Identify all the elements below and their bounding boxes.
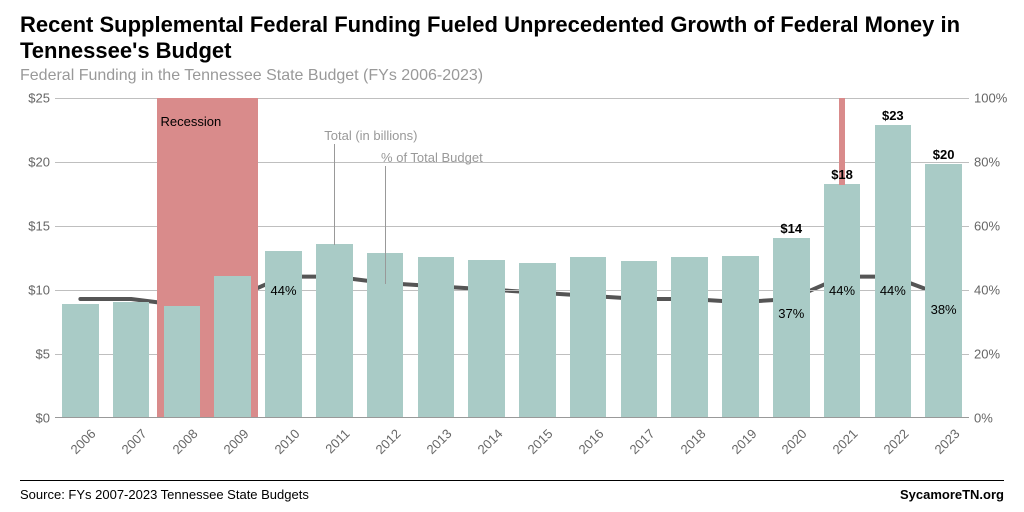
x-label: 2014 xyxy=(469,426,505,462)
y-right-label: 20% xyxy=(974,347,1019,362)
recession-label: Recession xyxy=(161,114,222,129)
bar xyxy=(722,256,759,417)
brand-text: SycamoreTN.org xyxy=(900,487,1004,502)
pct-value-label: 44% xyxy=(270,283,296,298)
pct-value-label: 37% xyxy=(778,306,804,321)
y-right-label: 60% xyxy=(974,219,1019,234)
x-label: 2015 xyxy=(520,426,556,462)
bar xyxy=(925,164,962,417)
y-left-label: $10 xyxy=(10,283,50,298)
bar xyxy=(824,184,861,417)
annotation-line xyxy=(334,144,335,245)
x-label: 2011 xyxy=(317,426,353,462)
x-label: 2023 xyxy=(926,426,962,462)
source-text: Source: FYs 2007-2023 Tennessee State Bu… xyxy=(20,487,309,502)
chart-area: $0$5$10$15$20$250%20%40%60%80%100%Recess… xyxy=(55,98,969,418)
x-label: 2017 xyxy=(621,426,657,462)
x-label: 2018 xyxy=(672,426,708,462)
bar xyxy=(113,302,150,417)
bar-value-label: $18 xyxy=(831,167,853,182)
bar-value-label: $14 xyxy=(780,221,802,236)
y-left-label: $5 xyxy=(10,347,50,362)
bar xyxy=(875,125,912,417)
plot-region: $0$5$10$15$20$250%20%40%60%80%100%Recess… xyxy=(55,98,969,418)
x-label: 2007 xyxy=(114,426,150,462)
pct-value-label: 44% xyxy=(829,283,855,298)
x-label: 2006 xyxy=(63,426,99,462)
y-left-label: $15 xyxy=(10,219,50,234)
annotation-total: Total (in billions) xyxy=(324,128,417,143)
pct-value-label: 44% xyxy=(880,283,906,298)
x-label: 2016 xyxy=(571,426,607,462)
bar xyxy=(468,260,505,417)
y-left-label: $25 xyxy=(10,91,50,106)
chart-subtitle: Federal Funding in the Tennessee State B… xyxy=(0,67,1024,93)
x-label: 2010 xyxy=(266,426,302,462)
y-right-label: 40% xyxy=(974,283,1019,298)
x-label: 2021 xyxy=(825,426,861,462)
bar xyxy=(570,257,607,417)
footer: Source: FYs 2007-2023 Tennessee State Bu… xyxy=(20,480,1004,502)
y-right-label: 0% xyxy=(974,411,1019,426)
annotation-line xyxy=(385,166,386,284)
x-label: 2020 xyxy=(774,426,810,462)
bar xyxy=(671,257,708,417)
bar xyxy=(265,251,302,417)
bar xyxy=(519,263,556,417)
bar-value-label: $20 xyxy=(933,147,955,162)
x-label: 2009 xyxy=(215,426,251,462)
y-right-label: 80% xyxy=(974,155,1019,170)
annotation-pct: % of Total Budget xyxy=(381,150,483,165)
bar xyxy=(164,306,201,417)
y-right-label: 100% xyxy=(974,91,1019,106)
x-label: 2012 xyxy=(368,426,404,462)
bar xyxy=(214,276,251,417)
pct-value-label: 38% xyxy=(931,302,957,317)
chart-title: Recent Supplemental Federal Funding Fuel… xyxy=(0,0,1024,67)
bar-value-label: $23 xyxy=(882,108,904,123)
bar xyxy=(773,238,810,417)
x-label: 2022 xyxy=(875,426,911,462)
bar xyxy=(418,257,455,417)
x-label: 2013 xyxy=(418,426,454,462)
bar xyxy=(621,261,658,417)
x-label: 2019 xyxy=(723,426,759,462)
x-label: 2008 xyxy=(164,426,200,462)
bar xyxy=(62,304,99,417)
y-left-label: $20 xyxy=(10,155,50,170)
y-left-label: $0 xyxy=(10,411,50,426)
bar xyxy=(316,244,353,417)
